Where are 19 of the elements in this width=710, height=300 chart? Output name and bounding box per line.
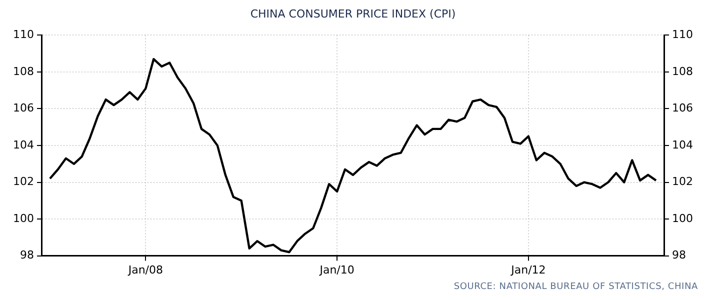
y2-tick-label: 104 [672, 138, 694, 152]
y2-tick-label: 100 [672, 212, 694, 225]
source-note: SOURCE: NATIONAL BUREAU OF STATISTICS, CHINA [454, 282, 698, 292]
chart-title: CHINA CONSUMER PRICE INDEX (CPI) [250, 7, 456, 20]
y-tick-label: 98 [20, 248, 34, 262]
y-tick-label: 104 [12, 138, 34, 152]
x-tick-label: Jan/08 [127, 263, 163, 276]
y2-tick-label: 106 [672, 102, 694, 115]
y-tick-label: 102 [12, 175, 34, 188]
y-tick-label: 106 [12, 102, 34, 115]
y2-tick-label: 110 [672, 28, 694, 42]
x-tick-label: Jan/12 [510, 263, 546, 276]
y2-tick-label: 108 [672, 64, 694, 78]
y2-tick-label: 102 [672, 175, 694, 188]
y-tick-label: 110 [12, 28, 34, 42]
y2-tick-label: 98 [672, 248, 686, 262]
y-tick-label: 108 [12, 64, 34, 78]
x-tick-label: Jan/10 [318, 263, 354, 276]
y-tick-label: 100 [12, 212, 34, 225]
